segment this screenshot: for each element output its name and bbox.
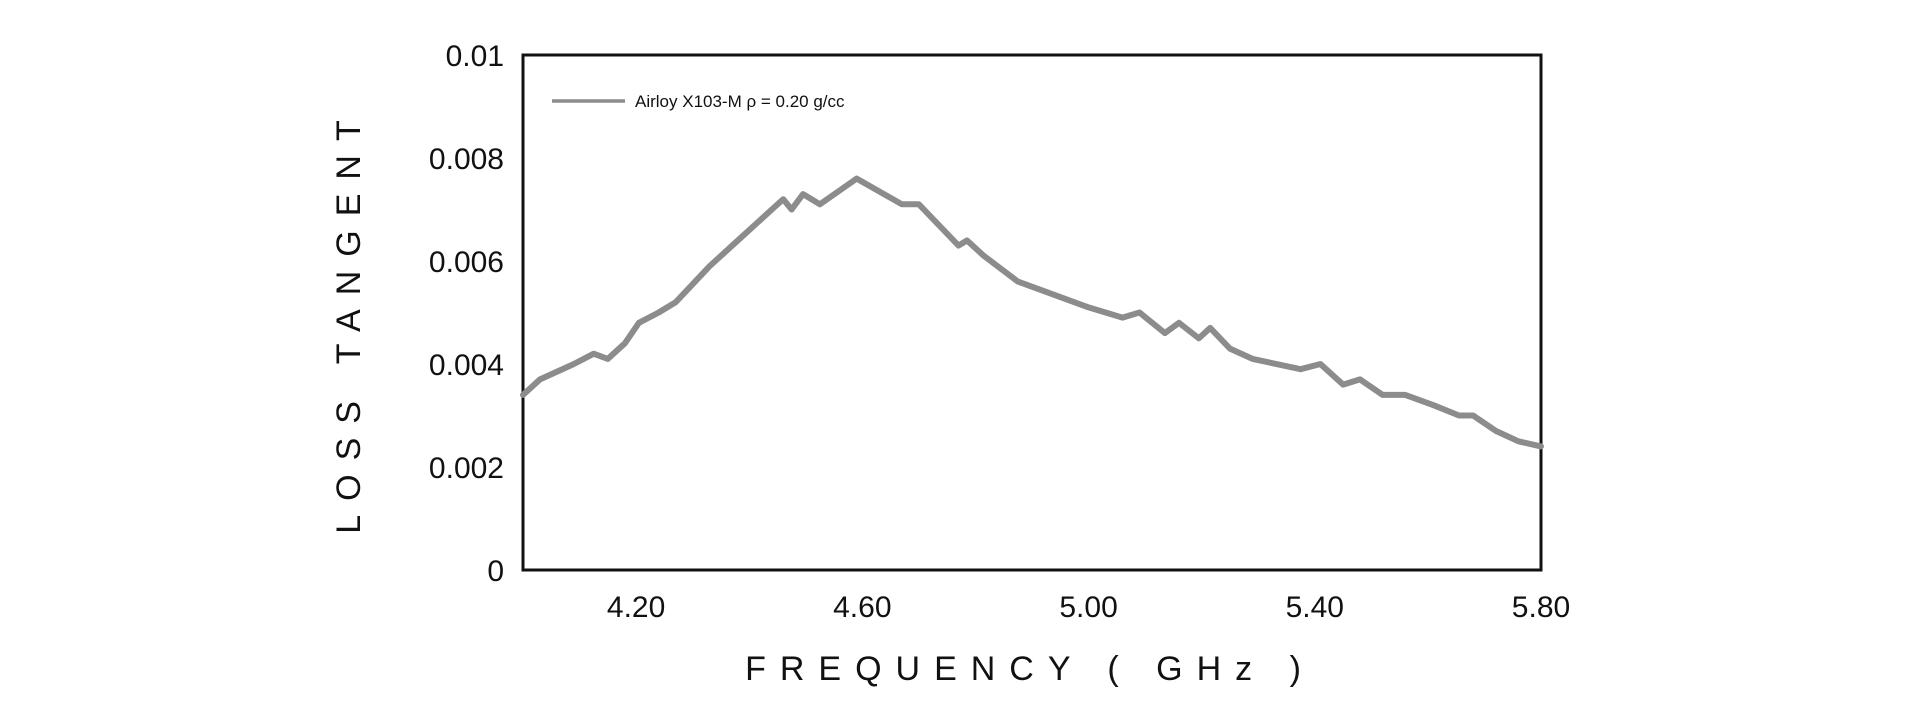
x-tick-label: 5.80	[1512, 591, 1570, 624]
x-tick-label: 4.20	[607, 591, 665, 624]
x-tick-label: 5.00	[1059, 591, 1117, 624]
series-line-0	[520, 175, 1544, 450]
y-tick-label: 0	[487, 555, 504, 588]
legend: Airloy X103-M ρ = 0.20 g/cc	[552, 92, 845, 111]
legend-label: Airloy X103-M ρ = 0.20 g/cc	[635, 92, 845, 111]
plot-area	[521, 53, 1543, 572]
y-tick-label: 0.002	[429, 452, 504, 485]
y-tick-label: 0.004	[429, 349, 504, 382]
y-tick-label: 0.01	[446, 40, 504, 73]
y-axis-title: LOSS TANGENT	[330, 106, 368, 533]
y-tick-label: 0.008	[429, 143, 504, 176]
y-tick-label: 0.006	[429, 246, 504, 279]
y-axis-ticks: 0 0.002 0.004 0.006 0.008 0.01	[429, 40, 504, 588]
x-tick-label: 5.40	[1286, 591, 1344, 624]
series-layer	[520, 175, 1544, 450]
x-axis-ticks: 4.20 4.60 5.00 5.40 5.80	[607, 591, 1570, 624]
x-axis-title: FREQUENCY ( GHz )	[745, 650, 1315, 688]
x-tick-label: 4.60	[833, 591, 891, 624]
plot-border	[521, 53, 1543, 572]
